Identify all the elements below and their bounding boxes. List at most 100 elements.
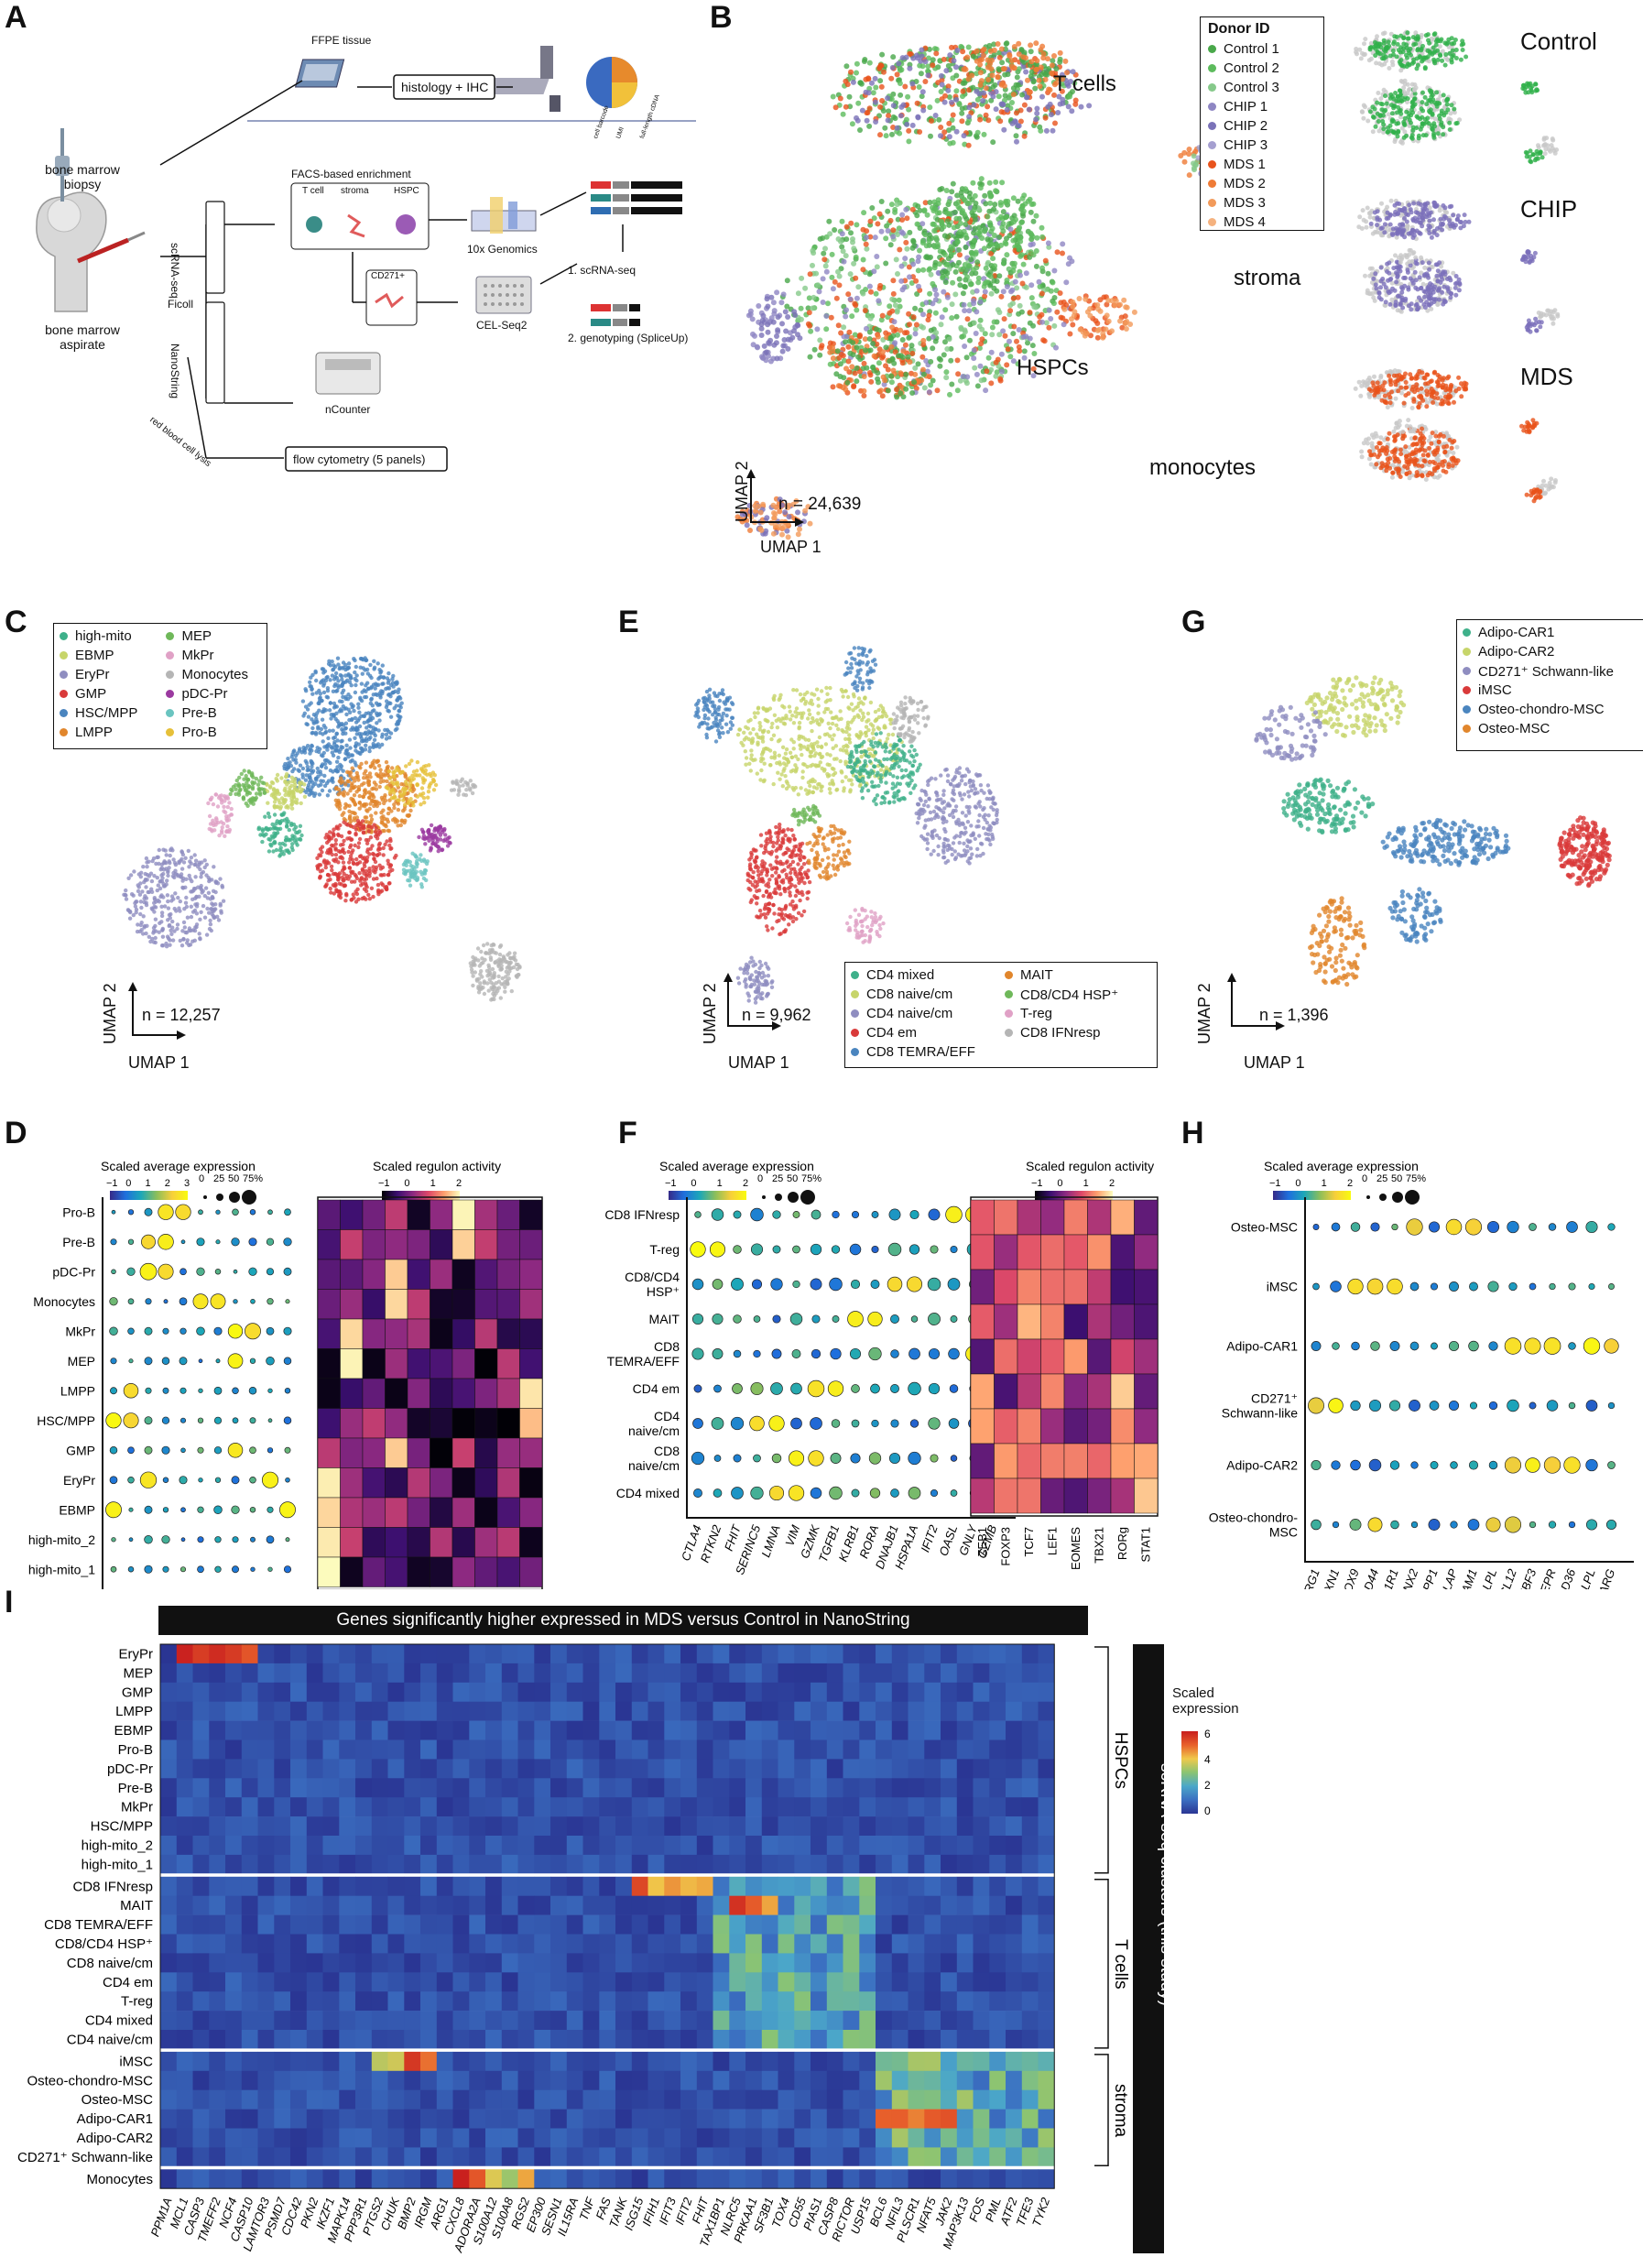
umap-point bbox=[1374, 60, 1379, 66]
umap-point bbox=[1447, 50, 1453, 56]
umap-point bbox=[348, 673, 353, 678]
umap-point bbox=[328, 768, 333, 773]
b-hspcs-label: HSPCs bbox=[1017, 355, 1089, 380]
umap-point bbox=[913, 278, 919, 284]
umap-point bbox=[1412, 269, 1418, 275]
umap-point bbox=[1009, 100, 1015, 105]
umap-point bbox=[933, 330, 940, 336]
umap-point bbox=[1389, 111, 1395, 116]
umap-point bbox=[930, 204, 935, 211]
umap-point bbox=[1442, 449, 1448, 454]
umap-point bbox=[792, 324, 799, 331]
umap-point bbox=[1070, 89, 1075, 94]
umap-point bbox=[941, 252, 948, 257]
umap-point bbox=[1459, 394, 1464, 399]
umap-point bbox=[974, 88, 980, 94]
umap-point bbox=[981, 90, 986, 96]
umap-point bbox=[1028, 49, 1034, 55]
umap-point bbox=[771, 515, 778, 521]
umap-point bbox=[1040, 50, 1047, 57]
umap-point bbox=[841, 324, 847, 331]
umap-point bbox=[1449, 445, 1454, 451]
umap-point bbox=[837, 95, 843, 102]
umap-point bbox=[768, 294, 775, 300]
umap-point bbox=[1389, 369, 1395, 375]
umap-point bbox=[1444, 57, 1450, 62]
umap-point bbox=[349, 702, 354, 706]
umap-point bbox=[1019, 92, 1026, 98]
umap-point bbox=[987, 48, 994, 54]
umap-point bbox=[1528, 148, 1533, 154]
umap-point bbox=[332, 746, 336, 750]
umap-point bbox=[1062, 58, 1069, 64]
umap-point bbox=[1527, 154, 1532, 159]
umap-point bbox=[854, 70, 859, 76]
umap-point bbox=[394, 703, 398, 708]
umap-point bbox=[1051, 53, 1057, 59]
umap-point bbox=[1412, 96, 1417, 102]
umap-point bbox=[898, 263, 905, 269]
b-control-umap bbox=[1367, 30, 1469, 71]
umap-point bbox=[1447, 218, 1452, 224]
umap-point bbox=[1421, 436, 1427, 442]
umap-point bbox=[1439, 37, 1444, 42]
umap-point bbox=[1411, 57, 1417, 62]
umap-point bbox=[1046, 324, 1052, 331]
umap-point bbox=[354, 673, 359, 678]
umap-point bbox=[957, 252, 963, 258]
umap-point bbox=[1381, 130, 1387, 135]
umap-point bbox=[919, 240, 926, 246]
umap-point bbox=[983, 265, 989, 271]
umap-point bbox=[807, 354, 813, 360]
umap-point bbox=[1376, 441, 1382, 446]
umap-point bbox=[319, 772, 323, 777]
umap-point bbox=[1442, 284, 1447, 289]
umap-point bbox=[846, 329, 853, 335]
umap-point bbox=[1017, 272, 1023, 278]
umap-point bbox=[1420, 398, 1426, 403]
umap-point bbox=[1409, 231, 1414, 236]
umap-point bbox=[1007, 354, 1014, 360]
b-hspc-cluster bbox=[833, 326, 943, 400]
umap-point bbox=[1058, 314, 1064, 321]
umap-point bbox=[974, 371, 980, 377]
umap-point bbox=[1399, 208, 1405, 213]
umap-point bbox=[847, 271, 854, 278]
umap-point bbox=[368, 711, 373, 716]
umap-point bbox=[1425, 115, 1431, 121]
umap-point bbox=[1456, 277, 1462, 282]
umap-point bbox=[1050, 127, 1056, 134]
umap-point bbox=[927, 104, 933, 111]
step1-label: 1. scRNA-seq bbox=[568, 264, 637, 277]
umap-point bbox=[306, 768, 311, 772]
umap-point bbox=[1413, 447, 1419, 453]
umap-point bbox=[319, 726, 324, 732]
umap-point bbox=[890, 278, 897, 284]
umap-point bbox=[327, 789, 332, 793]
umap-point bbox=[1443, 52, 1449, 57]
umap-point bbox=[1396, 129, 1401, 135]
umap-point bbox=[335, 748, 341, 753]
legend-swatch-icon bbox=[1208, 160, 1216, 169]
umap-point bbox=[991, 51, 997, 58]
umap-point bbox=[334, 759, 340, 764]
umap-point bbox=[786, 514, 792, 520]
umap-point bbox=[1385, 210, 1390, 215]
umap-point bbox=[1375, 217, 1380, 223]
umap-point bbox=[1404, 423, 1409, 429]
umap-point bbox=[1065, 82, 1072, 89]
b-tcells-cluster bbox=[961, 40, 1070, 98]
umap-point bbox=[907, 359, 913, 365]
umap-point bbox=[1397, 467, 1402, 473]
umap-point bbox=[352, 708, 356, 714]
umap-point bbox=[1420, 453, 1426, 458]
umap-point bbox=[1097, 308, 1104, 314]
umap-point bbox=[816, 289, 822, 295]
b-legend-item: MDS 1 bbox=[1208, 155, 1316, 174]
umap-point bbox=[1396, 104, 1401, 110]
umap-point bbox=[970, 289, 976, 295]
umap-point bbox=[830, 355, 836, 362]
umap-point bbox=[1552, 308, 1558, 313]
umap-point bbox=[1376, 44, 1381, 49]
umap-point bbox=[763, 528, 769, 534]
